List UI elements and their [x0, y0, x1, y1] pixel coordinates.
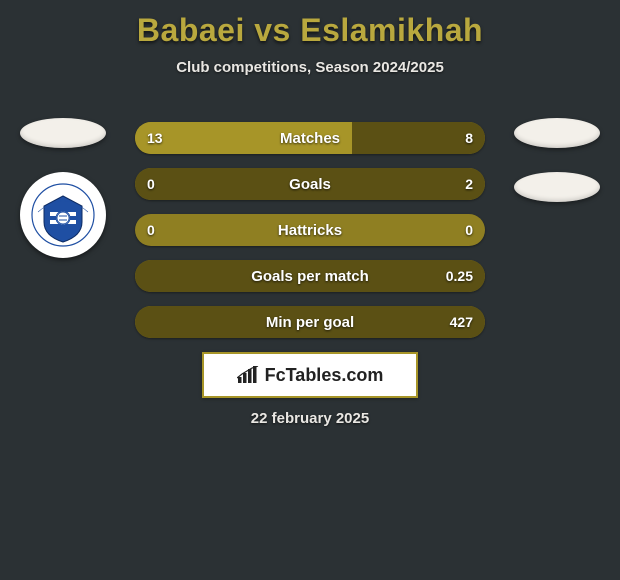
player-left-avatar-placeholder: [20, 118, 106, 148]
brand-badge: FcTables.com: [202, 352, 418, 398]
stats-bars: Matches138Goals02Hattricks00Goals per ma…: [135, 122, 485, 338]
stat-value-right: 2: [465, 168, 473, 200]
stat-label: Matches: [135, 122, 485, 154]
stat-label: Goals: [135, 168, 485, 200]
stat-label: Goals per match: [135, 260, 485, 292]
stat-label: Hattricks: [135, 214, 485, 246]
club-crest-icon: [30, 182, 96, 248]
right-player-column: [512, 118, 602, 202]
stat-value-right: 427: [450, 306, 473, 338]
stat-value-right: 0.25: [446, 260, 473, 292]
stat-row: Goals0 2: [135, 168, 485, 200]
player-right-avatar-placeholder: [514, 118, 600, 148]
stat-label: Min per goal: [135, 306, 485, 338]
date-text: 22 february 2025: [0, 410, 620, 427]
stat-value-right: 8: [465, 122, 473, 154]
stat-value-right: 0: [465, 214, 473, 246]
stat-value-left: 0: [147, 214, 155, 246]
player-left-club-badge: [20, 172, 106, 258]
bar-chart-icon: [237, 366, 259, 384]
brand-label: FcTables.com: [265, 365, 384, 386]
left-player-column: [18, 118, 108, 258]
stat-row: Matches13 8: [135, 122, 485, 154]
stat-row: Hattricks0 0: [135, 214, 485, 246]
stat-value-left: 0: [147, 168, 155, 200]
page-subtitle: Club competitions, Season 2024/2025: [0, 59, 620, 76]
page-title: Babaei vs Eslamikhah: [0, 0, 620, 49]
stat-value-left: 13: [147, 122, 163, 154]
stat-row: Min per goal427: [135, 306, 485, 338]
player-right-club-placeholder: [514, 172, 600, 202]
stat-row: Goals per match0.25: [135, 260, 485, 292]
infographic-root: Babaei vs Eslamikhah Club competitions, …: [0, 0, 620, 580]
